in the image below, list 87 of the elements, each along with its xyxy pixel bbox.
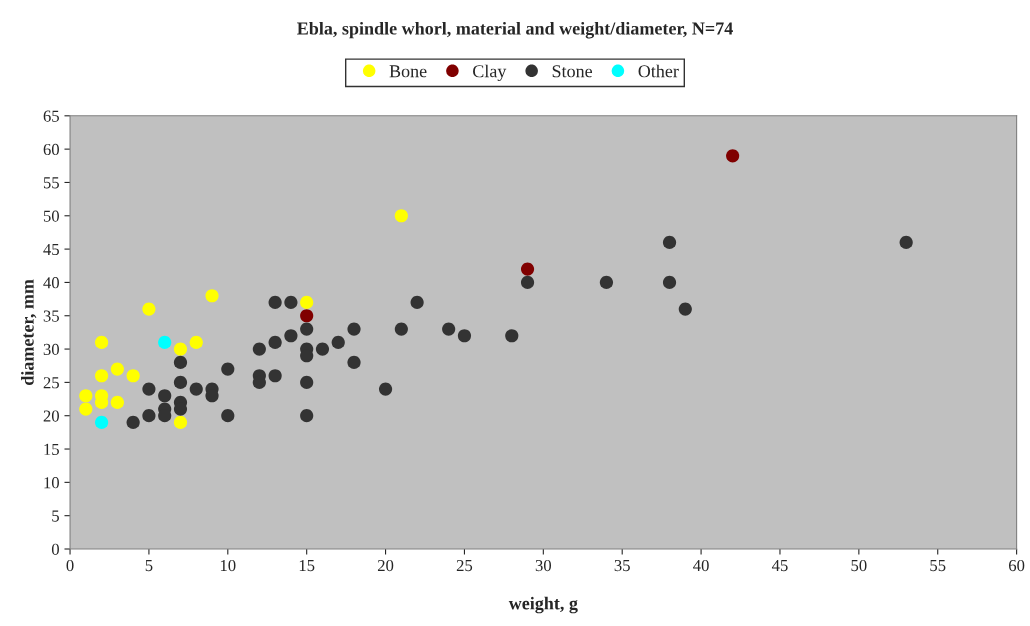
y-tick-label: 35 <box>43 310 59 322</box>
point <box>110 395 124 409</box>
y-tick-label: 55 <box>43 177 59 189</box>
point <box>268 335 282 349</box>
y-tick-label: 50 <box>43 210 59 222</box>
point <box>899 235 913 250</box>
y-tick-label: 10 <box>44 477 59 489</box>
y-axis-title: diameter, mm <box>21 279 37 385</box>
point <box>331 335 345 349</box>
y-tick-label: 30 <box>43 343 59 356</box>
x-tick-label: 0 <box>66 559 74 572</box>
legend-label: Stone <box>552 65 593 78</box>
point <box>221 362 235 376</box>
y-tick-label: 40 <box>43 277 59 289</box>
y-tick-label: 25 <box>43 377 59 389</box>
legend-label: Clay <box>473 64 507 82</box>
point <box>300 375 314 389</box>
point <box>410 295 424 309</box>
point <box>158 335 172 349</box>
y-tick-label: 45 <box>43 243 59 256</box>
x-tick-label: 30 <box>535 559 552 572</box>
point <box>378 382 393 396</box>
x-tick-label: 40 <box>693 559 709 572</box>
point <box>95 415 109 429</box>
x-tick-label: 35 <box>614 559 630 572</box>
point <box>173 342 188 356</box>
point <box>173 375 188 389</box>
point <box>268 369 282 383</box>
point <box>142 302 156 316</box>
point <box>300 295 314 309</box>
x-tick-label: 20 <box>377 559 394 572</box>
point <box>189 382 203 396</box>
point <box>347 322 361 336</box>
point <box>173 415 188 429</box>
x-axis-title: weight, g <box>508 596 578 614</box>
legend-label: Bone <box>389 65 427 78</box>
point <box>726 149 740 163</box>
y-tick-label: 0 <box>51 543 59 555</box>
y-tick-label: 65 <box>43 110 59 122</box>
point <box>520 275 535 290</box>
y-tick-label: 20 <box>43 410 59 422</box>
x-tick-label: 50 <box>851 559 867 572</box>
x-tick-label: 55 <box>930 560 946 572</box>
point <box>205 289 219 303</box>
x-tick-label: 60 <box>1008 559 1025 572</box>
point <box>252 342 266 356</box>
point <box>347 355 361 369</box>
point <box>284 329 298 343</box>
point <box>142 409 156 423</box>
x-tick-label: 15 <box>299 559 315 572</box>
point <box>599 275 614 290</box>
point <box>662 235 677 250</box>
point <box>300 322 314 336</box>
x-tick-label: 5 <box>145 560 153 572</box>
y-tick-label: 60 <box>43 143 59 156</box>
point <box>284 295 298 309</box>
x-tick-label: 25 <box>456 559 473 572</box>
x-tick-label: 45 <box>771 560 788 572</box>
point <box>110 362 124 376</box>
point <box>520 262 535 276</box>
point <box>189 335 203 349</box>
point <box>126 369 140 383</box>
legend-label: Other <box>638 64 679 78</box>
point <box>457 329 472 343</box>
point <box>142 382 156 396</box>
point <box>505 329 519 343</box>
point <box>300 409 314 423</box>
point <box>79 402 93 416</box>
chart-title: Ebla, spindle whorl, material and weight/diameter, N=74 <box>297 21 733 39</box>
point <box>158 389 172 403</box>
point <box>315 342 330 356</box>
point <box>95 369 109 383</box>
point <box>394 322 408 336</box>
point <box>268 295 282 309</box>
point <box>79 389 93 403</box>
x-tick-label: 10 <box>220 559 236 572</box>
point <box>95 335 109 349</box>
y-tick-label: 15 <box>44 443 59 455</box>
point <box>300 309 314 323</box>
point <box>678 302 692 316</box>
point <box>173 355 188 369</box>
y-tick-label: 5 <box>52 510 59 522</box>
point <box>662 275 677 290</box>
point <box>442 322 456 336</box>
point <box>394 209 408 223</box>
point <box>126 415 140 429</box>
point <box>221 409 235 423</box>
